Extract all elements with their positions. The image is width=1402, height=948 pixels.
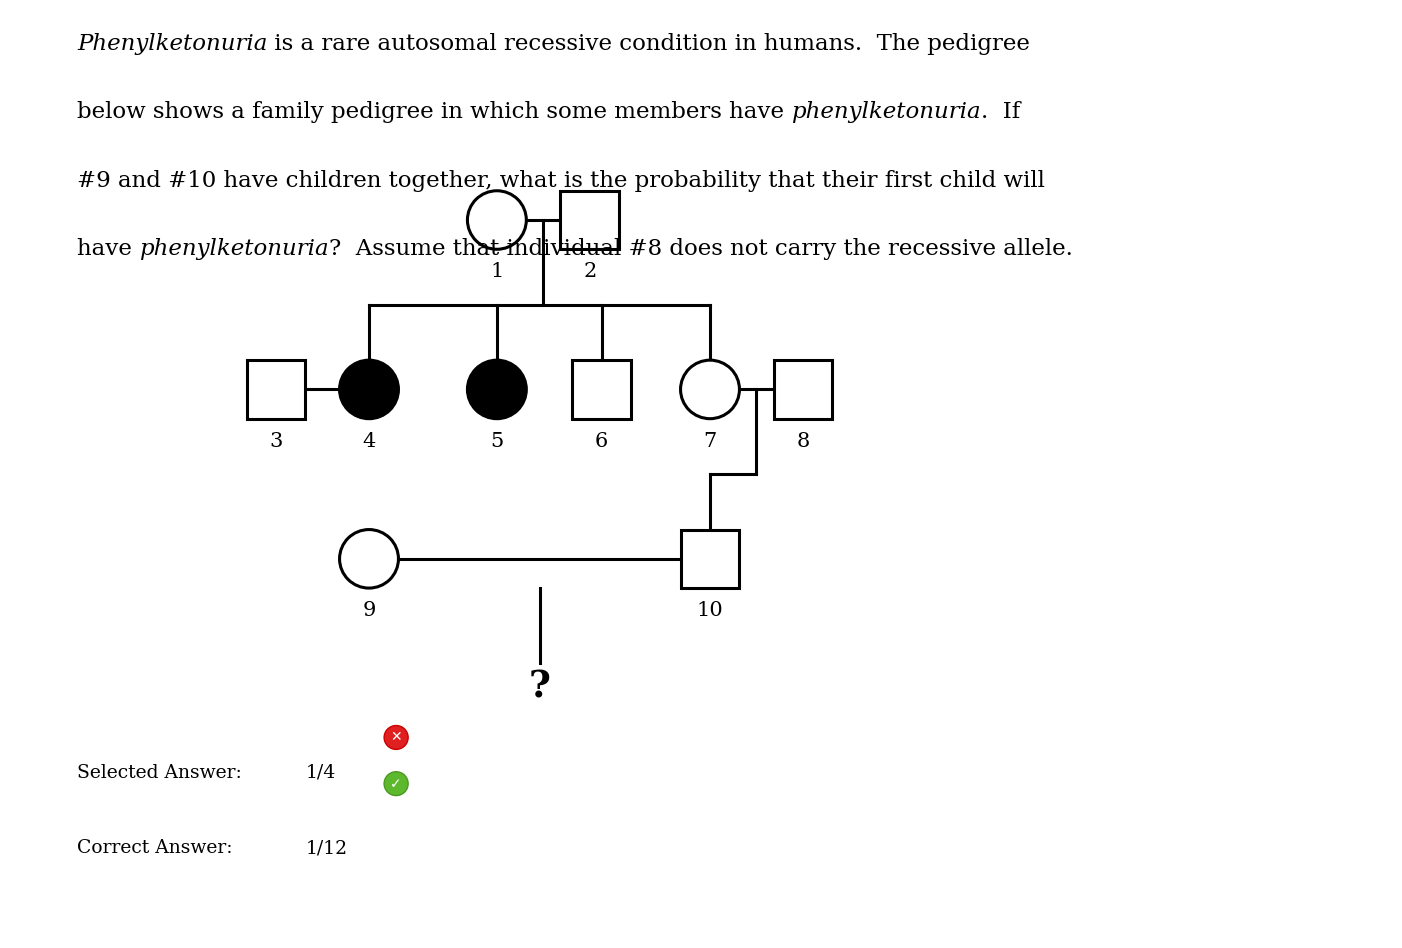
Circle shape (339, 530, 398, 588)
Text: phenylketonuria: phenylketonuria (791, 101, 981, 123)
FancyBboxPatch shape (561, 191, 620, 249)
Text: 9: 9 (362, 601, 376, 620)
FancyBboxPatch shape (572, 360, 631, 419)
Text: Correct Answer:: Correct Answer: (77, 840, 233, 857)
Text: 8: 8 (796, 431, 809, 450)
Text: Phenylketonuria: Phenylketonuria (77, 33, 268, 55)
Circle shape (467, 360, 526, 419)
Text: 6: 6 (594, 431, 608, 450)
Text: 7: 7 (704, 431, 716, 450)
Circle shape (384, 772, 408, 795)
FancyBboxPatch shape (247, 360, 306, 419)
FancyBboxPatch shape (680, 530, 739, 588)
Text: 4: 4 (362, 431, 376, 450)
Text: have: have (77, 238, 139, 260)
FancyBboxPatch shape (774, 360, 833, 419)
Text: phenylketonuria: phenylketonuria (139, 238, 329, 260)
Circle shape (384, 725, 408, 750)
Text: is a rare autosomal recessive condition in humans.  The pedigree: is a rare autosomal recessive condition … (268, 33, 1030, 55)
Text: ✓: ✓ (390, 776, 402, 791)
Text: 5: 5 (491, 431, 503, 450)
Text: below shows a family pedigree in which some members have: below shows a family pedigree in which s… (77, 101, 791, 123)
Text: ?: ? (529, 669, 551, 706)
Text: ✕: ✕ (390, 731, 402, 744)
Circle shape (680, 360, 739, 419)
Text: Selected Answer:: Selected Answer: (77, 764, 243, 781)
Text: 3: 3 (269, 431, 283, 450)
Circle shape (339, 360, 398, 419)
Text: #9 and #10 have children together, what is the probability that their first chil: #9 and #10 have children together, what … (77, 170, 1044, 191)
Text: .  If: . If (981, 101, 1021, 123)
Text: 2: 2 (583, 263, 596, 282)
Text: 1: 1 (491, 263, 503, 282)
Circle shape (467, 191, 526, 249)
Text: ?  Assume that individual #8 does not carry the recessive allele.: ? Assume that individual #8 does not car… (329, 238, 1073, 260)
Text: 10: 10 (697, 601, 723, 620)
Text: 1/12: 1/12 (306, 840, 348, 857)
Text: 1/4: 1/4 (306, 764, 336, 781)
